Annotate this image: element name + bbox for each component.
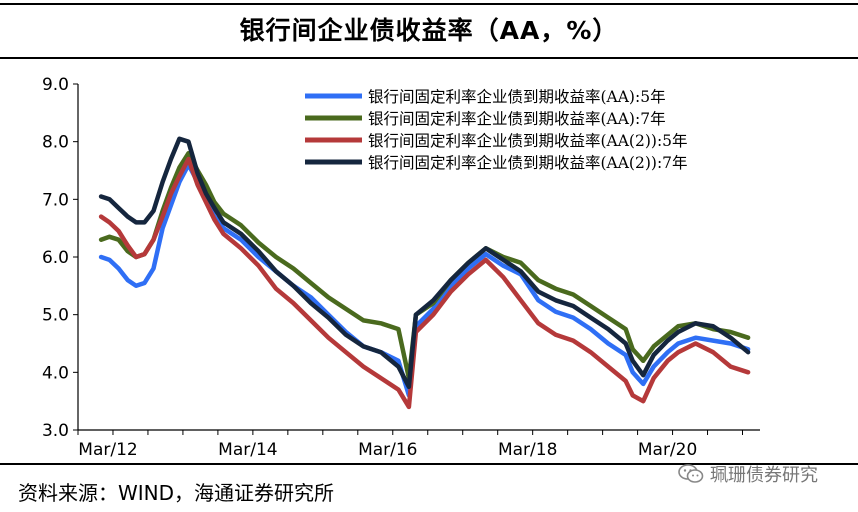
- series-line-3: [98, 156, 751, 410]
- x-tick-label: Mar/18: [498, 440, 557, 460]
- y-tick-label: 7.0: [42, 190, 69, 210]
- y-tick-label: 5.0: [42, 306, 69, 326]
- title-top-rule: [0, 3, 858, 5]
- series-lines: [98, 136, 751, 410]
- legend-label-3: 银行间固定利率企业债到期收益率(AA(2)):5年: [368, 132, 688, 150]
- y-tick-label: 6.0: [42, 248, 69, 268]
- y-tick-label: 8.0: [42, 133, 69, 153]
- y-tick-label: 4.0: [42, 363, 69, 383]
- source-note: 资料来源：WIND，海通证券研究所: [18, 481, 335, 505]
- legend-label-1: 银行间固定利率企业债到期收益率(AA):5年: [368, 88, 666, 106]
- title-bottom-rule: [0, 57, 858, 59]
- watermark: 珮珊债券研究: [678, 460, 818, 488]
- x-tick-label: Mar/14: [218, 440, 277, 460]
- series-line-4: [98, 136, 751, 390]
- wechat-icon: [678, 464, 704, 483]
- x-tick-label: Mar/16: [358, 440, 417, 460]
- line-chart: Mar/12 Mar/14 Mar/16 Mar/18 Mar/20 3.0 4.0 5.0…: [42, 75, 760, 460]
- footer-rule: [0, 463, 858, 465]
- watermark-text: 珮珊债券研究: [710, 465, 818, 486]
- chart-legend: 银行间固定利率企业债到期收益率(AA):5年银行间固定利率企业债到期收益率(AA…: [305, 88, 688, 172]
- x-tick-label: Mar/12: [78, 440, 137, 460]
- x-axis-ticks: Mar/12 Mar/14 Mar/16 Mar/18 Mar/20: [77, 430, 744, 460]
- y-axis-ticks: 3.0 4.0 5.0 6.0 7.0 8.0 9.0: [42, 75, 78, 441]
- y-tick-label: 3.0: [42, 421, 69, 441]
- legend-label-4: 银行间固定利率企业债到期收益率(AA(2)):7年: [368, 154, 688, 172]
- x-tick-label: Mar/20: [638, 440, 697, 460]
- legend-label-2: 银行间固定利率企业债到期收益率(AA):7年: [368, 110, 666, 128]
- chart-title: 银行间企业债收益率（AA，%）: [239, 16, 619, 45]
- y-tick-label: 9.0: [42, 75, 69, 95]
